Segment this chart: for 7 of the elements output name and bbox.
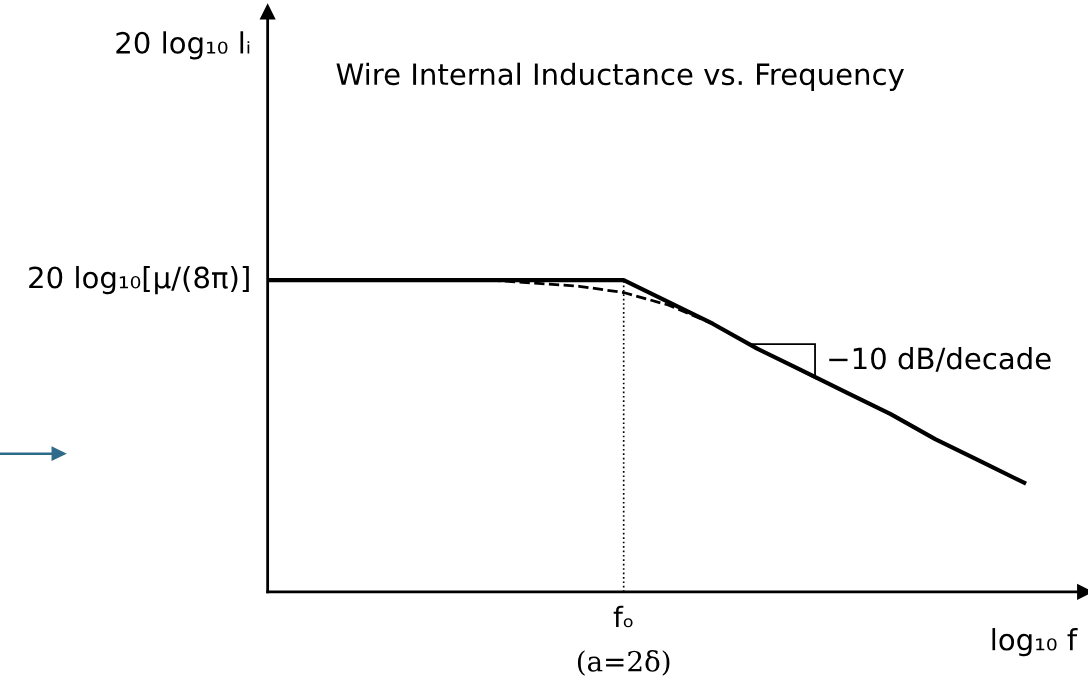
text: fₒ bbox=[613, 605, 633, 628]
text: (a=2δ) bbox=[577, 650, 670, 676]
x-axis-title: log₁₀ f bbox=[992, 628, 1078, 657]
annotation: −10 dB/decade bbox=[829, 346, 1051, 372]
text: 20 log₁₀ lᵢ bbox=[116, 31, 250, 60]
text: 20 log₁₀[μ/(8π)] bbox=[29, 265, 249, 295]
chart-title: Wire Internal Inductance vs. Frequency bbox=[336, 62, 904, 91]
